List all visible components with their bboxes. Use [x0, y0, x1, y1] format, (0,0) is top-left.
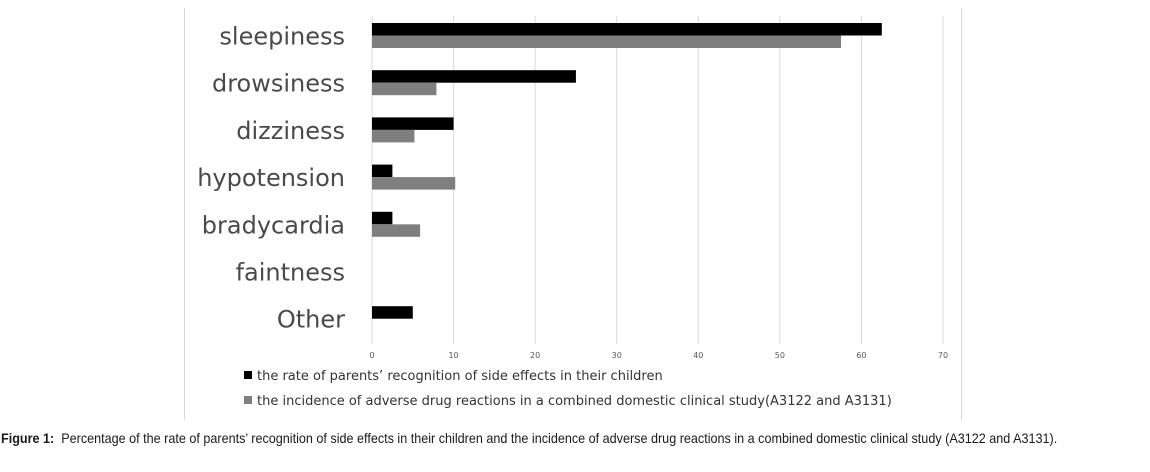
x-tick-label: 0 [369, 351, 374, 360]
legend-swatch [244, 371, 252, 379]
x-axis-tick-labels: 0 10 20 30 40 50 60 70 [369, 351, 948, 360]
bar-series-2 [372, 177, 456, 190]
figure-caption: Figure 1: Percentage of the rate of pare… [1, 430, 1144, 446]
bar-series-1 [372, 164, 393, 178]
bars [372, 23, 882, 319]
x-tick-label: 50 [775, 351, 785, 360]
x-tick-label: 20 [530, 351, 540, 360]
bar-chart: sleepiness drowsiness dizziness hypotension… [197, 16, 948, 409]
x-tick-label: 10 [448, 351, 458, 360]
category-label: Other [277, 306, 345, 334]
category-label: hypotension [197, 164, 345, 192]
x-tick-label: 40 [693, 351, 703, 360]
legend-label: the rate of parents’ recognition of side… [257, 369, 663, 384]
x-tick-label: 70 [938, 351, 948, 360]
category-label: drowsiness [212, 70, 345, 98]
caption-label: Figure 1: [1, 430, 55, 446]
category-label: faintness [236, 259, 345, 287]
bar-series-2 [372, 82, 437, 96]
legend: the rate of parents’ recognition of side… [244, 369, 892, 409]
grid-lines [371, 16, 944, 344]
bar-series-1 [372, 211, 393, 225]
caption-text: Percentage of the rate of parents’ recog… [61, 430, 1058, 446]
x-tick-label: 30 [612, 351, 622, 360]
bar-series-2 [372, 129, 415, 143]
legend-swatch [244, 396, 252, 404]
category-label: sleepiness [219, 23, 345, 51]
x-tick-label: 60 [856, 351, 866, 360]
bar-series-1 [372, 117, 454, 130]
legend-label: the incidence of adverse drug reactions … [257, 394, 892, 409]
category-label: bradycardia [202, 211, 345, 239]
bar-series-1 [372, 23, 882, 36]
category-label: dizziness [236, 117, 345, 145]
bar-series-2 [372, 35, 842, 48]
bar-series-2 [372, 224, 421, 237]
category-labels: sleepiness drowsiness dizziness hypotension… [197, 23, 345, 334]
bar-series-1 [372, 70, 576, 83]
bar-series-1 [372, 306, 413, 319]
chart-frame: sleepiness drowsiness dizziness hypotension… [184, 8, 962, 420]
